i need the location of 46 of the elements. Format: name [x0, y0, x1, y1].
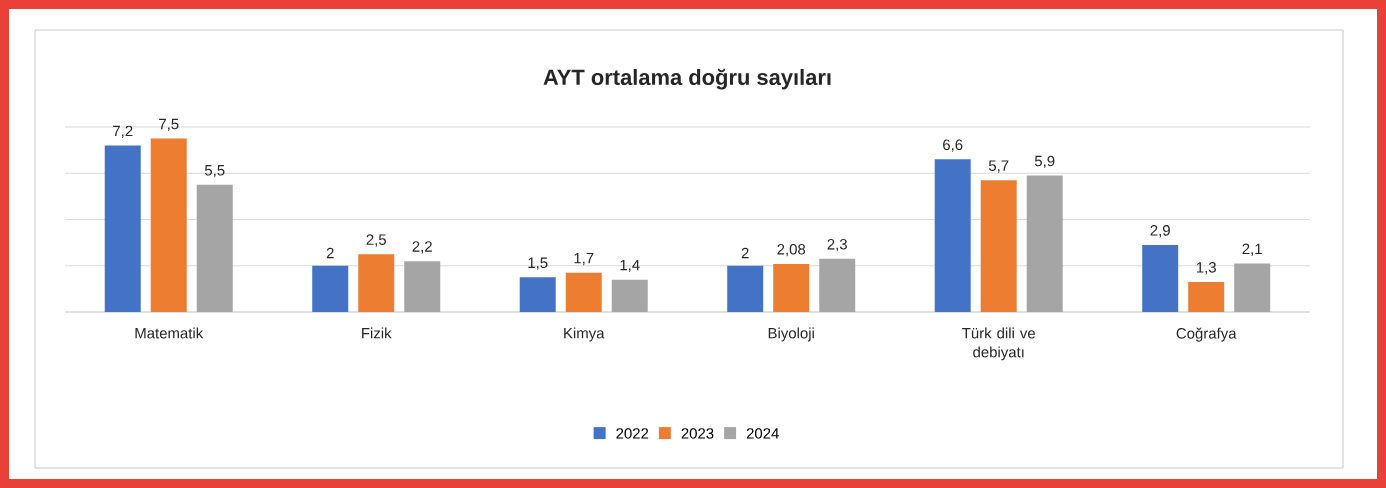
bar — [1142, 244, 1179, 312]
bar — [104, 145, 141, 312]
bar — [404, 261, 441, 312]
data-label: 2,2 — [412, 241, 432, 254]
data-label: 2 — [326, 247, 334, 259]
data-label: 5,5 — [204, 165, 225, 178]
x-tick-label: Fizik — [362, 327, 392, 339]
x-tick-label: Kimya — [564, 327, 605, 342]
chart-title: AYT ortalama doğru sayıları — [543, 68, 831, 90]
data-label: 2,1 — [1242, 243, 1262, 256]
data-label: 6,6 — [943, 139, 963, 152]
data-label: 2,08 — [777, 244, 806, 257]
data-label: 1,5 — [528, 257, 548, 270]
bar — [358, 254, 395, 312]
bar — [934, 159, 971, 312]
bar — [819, 258, 856, 312]
bar — [611, 279, 648, 312]
data-label: 7,2 — [113, 125, 133, 138]
x-tick-label: Biyoloji — [768, 327, 814, 342]
data-label: 7,5 — [159, 118, 179, 132]
data-label: 5,7 — [988, 160, 1009, 173]
data-label: 2 — [741, 247, 749, 259]
legend-label: 2024 — [746, 428, 779, 439]
bar — [565, 272, 602, 312]
bar — [980, 180, 1017, 312]
bar — [150, 138, 187, 312]
bar — [773, 263, 810, 312]
data-label: 2,5 — [366, 234, 386, 247]
bar — [519, 277, 556, 312]
x-tick-label: Coğrafya — [1176, 327, 1237, 342]
data-label: 2,3 — [827, 238, 847, 252]
legend-label: 2023 — [681, 428, 714, 439]
bar — [312, 265, 349, 312]
x-tick-label: Matematik — [135, 327, 204, 339]
data-label: 5,9 — [1034, 155, 1055, 169]
bar — [1026, 175, 1063, 312]
bar — [1234, 263, 1271, 312]
data-label: 1,4 — [620, 259, 640, 273]
data-label: 2,9 — [1150, 225, 1170, 238]
x-tick-label: Türk dili ve debiyatı — [962, 327, 1035, 361]
data-label: 1,3 — [1196, 262, 1216, 275]
data-label: 1,7 — [574, 252, 594, 266]
bar — [196, 184, 233, 312]
bar — [1188, 281, 1225, 312]
bar — [727, 265, 764, 312]
legend-label: 2022 — [616, 428, 649, 439]
